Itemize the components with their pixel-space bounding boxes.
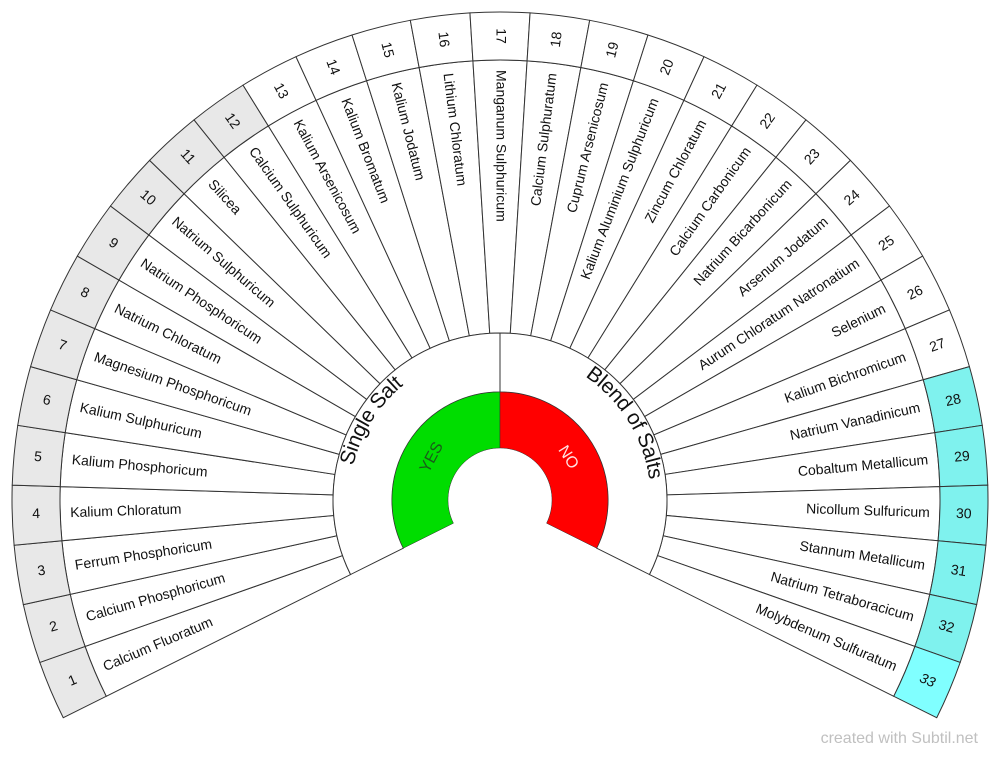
segment-number: 19 bbox=[602, 40, 621, 59]
segment-number: 30 bbox=[956, 505, 972, 521]
no-sector bbox=[499, 391, 609, 549]
segment-number: 20 bbox=[656, 57, 677, 78]
segment-number: 14 bbox=[323, 57, 344, 78]
segment-number: 17 bbox=[493, 28, 509, 44]
segment-number: 21 bbox=[708, 80, 730, 101]
segment-number: 31 bbox=[950, 561, 968, 579]
number-cell bbox=[893, 645, 961, 719]
segment-number: 5 bbox=[33, 448, 42, 465]
segment-number: 28 bbox=[944, 390, 963, 409]
segment-number: 32 bbox=[937, 616, 957, 636]
remedy-label: Kalium Chloratum bbox=[70, 501, 182, 520]
segment-number: 26 bbox=[904, 281, 925, 302]
remedy-label: Manganum Sulphuricum bbox=[493, 70, 509, 222]
remedy-label: Nicollum Sulfuricum bbox=[806, 500, 930, 520]
footer: created with Subtil.net bbox=[820, 730, 978, 747]
yes-sector bbox=[391, 391, 501, 549]
segment-number: 4 bbox=[32, 505, 40, 521]
segment-number: 15 bbox=[378, 40, 397, 59]
segment-number: 3 bbox=[36, 562, 46, 579]
segment-number: 33 bbox=[917, 669, 938, 690]
segment-number: 29 bbox=[953, 447, 970, 464]
segment-number: 6 bbox=[41, 391, 52, 408]
segment-number: 25 bbox=[875, 232, 897, 254]
segment-number: 16 bbox=[435, 31, 453, 49]
segment-number: 27 bbox=[927, 334, 947, 354]
segment-number: 18 bbox=[547, 30, 565, 48]
segment-number: 13 bbox=[271, 80, 293, 101]
